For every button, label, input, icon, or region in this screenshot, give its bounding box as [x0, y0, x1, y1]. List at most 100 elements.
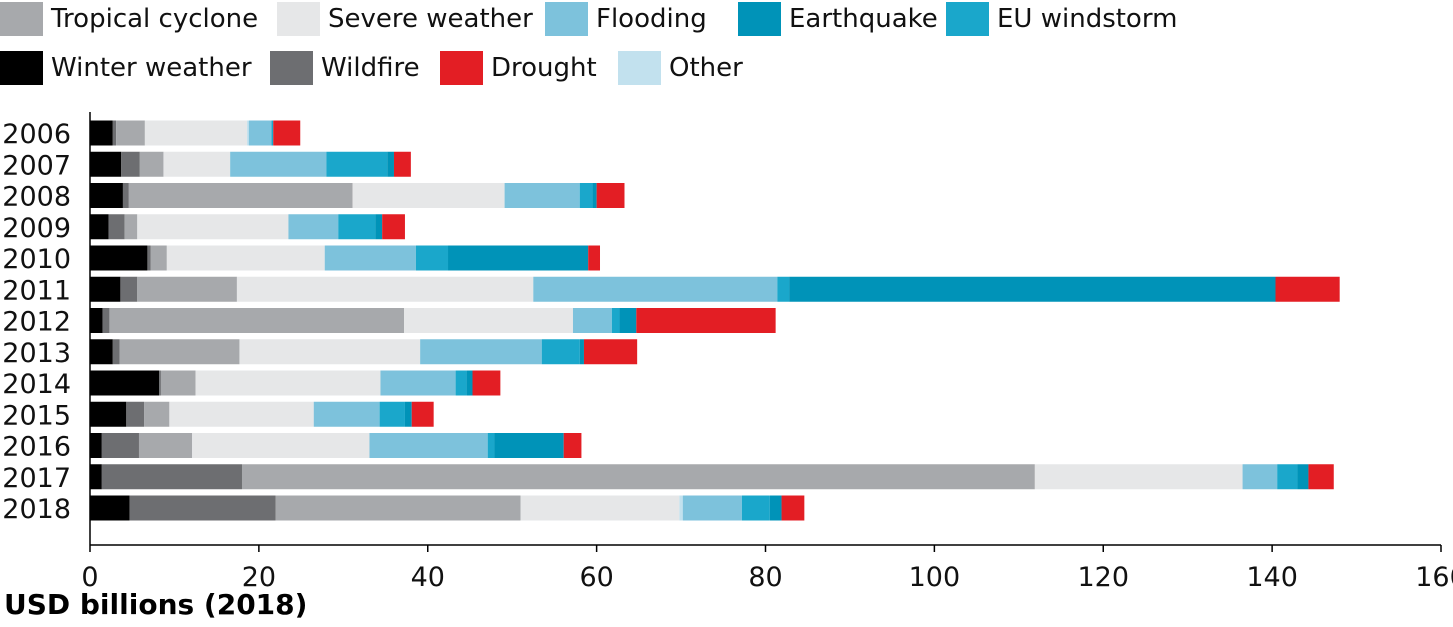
legend-item: Earthquake — [738, 2, 938, 36]
bar-segment-eu-windstorm — [271, 120, 274, 146]
bar-segment-drought — [1308, 464, 1334, 490]
bar-segment-flooding — [504, 183, 580, 208]
bar-segment-severe-weather — [163, 151, 231, 177]
bar-segment-wildfire — [112, 120, 117, 146]
bar-segment-flooding — [248, 120, 272, 146]
legend-label: Drought — [491, 53, 597, 83]
y-tick-label: 2008 — [2, 182, 71, 213]
bar-segment-flooding — [380, 370, 456, 396]
y-tick-label: 2010 — [2, 244, 71, 275]
legend-item: EU windstorm — [946, 2, 1177, 36]
bar-segment-earthquake — [466, 370, 473, 396]
bar-segment-earthquake — [404, 401, 412, 427]
bar-segment-winter-weather — [90, 151, 122, 177]
x-tick-label: 60 — [579, 562, 613, 593]
legend-swatch — [618, 51, 661, 85]
bar-segment-winter-weather — [90, 308, 103, 333]
bar-segment-drought — [596, 183, 625, 208]
bar-segment-wildfire — [126, 401, 145, 427]
bar-segment-eu-windstorm — [1277, 464, 1298, 490]
bar-segment-tropical-cyclone — [275, 495, 521, 521]
legend-item: Flooding — [545, 2, 707, 36]
bar-segment-tropical-cyclone — [241, 464, 1035, 490]
bar-segment-earthquake — [494, 433, 564, 458]
legend-item: Other — [618, 51, 743, 85]
y-tick-label: 2011 — [2, 275, 71, 306]
bar-segment-earthquake — [769, 495, 782, 521]
y-tick-label: 2006 — [2, 119, 71, 150]
y-tick-label: 2009 — [2, 213, 71, 244]
y-tick-label: 2015 — [2, 400, 71, 431]
legend-item: Drought — [440, 51, 597, 85]
bar-segment-winter-weather — [90, 214, 109, 240]
bar-segment-flooding — [420, 339, 542, 365]
bar-segment-wildfire — [112, 339, 120, 365]
bar-segment-wildfire — [101, 464, 242, 490]
x-tick-label: 20 — [242, 562, 276, 593]
x-tick-label: 160 — [1415, 562, 1453, 593]
legend-label: EU windstorm — [997, 4, 1178, 34]
bar-segment-severe-weather — [520, 495, 680, 521]
y-tick-label: 2007 — [2, 150, 71, 181]
legend-label: Tropical cyclone — [51, 4, 259, 34]
bar-segment-flooding — [533, 276, 778, 302]
bar-segment-winter-weather — [90, 495, 130, 521]
x-tick-label: 0 — [81, 562, 98, 593]
bar-segment-earthquake — [789, 276, 1276, 302]
bar-segment-flooding — [288, 214, 339, 240]
bar-segment-wildfire — [121, 151, 140, 177]
bar-segment-drought — [411, 401, 434, 427]
x-tick-label: 80 — [748, 562, 782, 593]
legend-swatch — [0, 2, 43, 36]
x-tick-label: 40 — [411, 562, 445, 593]
x-tick-label: 120 — [1077, 562, 1129, 593]
bar-segment-flooding — [369, 433, 488, 458]
bar-segment-tropical-cyclone — [144, 401, 170, 427]
bar-segment-eu-windstorm — [455, 370, 467, 396]
bar-segment-tropical-cyclone — [160, 370, 196, 396]
bar-segment-earthquake — [448, 245, 589, 271]
bar-segment-wildfire — [122, 183, 129, 208]
bar-segment-drought — [636, 308, 776, 333]
legend-swatch — [0, 51, 43, 85]
bar-segment-eu-windstorm — [541, 339, 580, 365]
bar-segment-earthquake — [387, 151, 394, 177]
legend-item: Wildfire — [270, 51, 420, 85]
bar-segment-severe-weather — [404, 308, 573, 333]
bar-segment-eu-windstorm — [379, 401, 405, 427]
bar-segment-wildfire — [101, 433, 139, 458]
bar-segment-severe-weather — [236, 276, 534, 302]
bar-segment-drought — [472, 370, 501, 396]
legend-swatch — [738, 2, 781, 36]
bar-segment-winter-weather — [90, 401, 127, 427]
bar-segment-severe-weather — [169, 401, 314, 427]
x-tick-label: 140 — [1246, 562, 1298, 593]
legend-swatch — [277, 2, 320, 36]
legend-swatch — [946, 2, 989, 36]
bar-segment-earthquake — [1297, 464, 1309, 490]
x-tick-label: 100 — [909, 562, 961, 593]
legend-label: Winter weather — [51, 53, 252, 83]
bar-segment-eu-windstorm — [487, 433, 495, 458]
bar-segment-severe-weather — [192, 433, 370, 458]
bar-segment-wildfire — [159, 370, 161, 396]
legend-item: Winter weather — [0, 51, 252, 85]
y-tick-label: 2014 — [2, 369, 71, 400]
bar-segment-flooding — [230, 151, 327, 177]
bar-segment-drought — [583, 339, 638, 365]
legend-label: Earthquake — [789, 4, 938, 34]
bar-segment-tropical-cyclone — [128, 183, 353, 208]
bar-segment-earthquake — [592, 183, 597, 208]
bar-segment-drought — [273, 120, 301, 146]
bar-segment-eu-windstorm — [777, 276, 790, 302]
bar-segment-wildfire — [102, 308, 110, 333]
bar-segment-winter-weather — [90, 120, 113, 146]
bar-segment-severe-weather — [352, 183, 505, 208]
bar-segment-wildfire — [129, 495, 276, 521]
bar-segment-flooding — [324, 245, 416, 271]
bar-segment-tropical-cyclone — [109, 308, 405, 333]
y-tick-label: 2012 — [2, 307, 71, 338]
bar-segment-flooding — [682, 495, 742, 521]
legend-item: Severe weather — [277, 2, 533, 36]
